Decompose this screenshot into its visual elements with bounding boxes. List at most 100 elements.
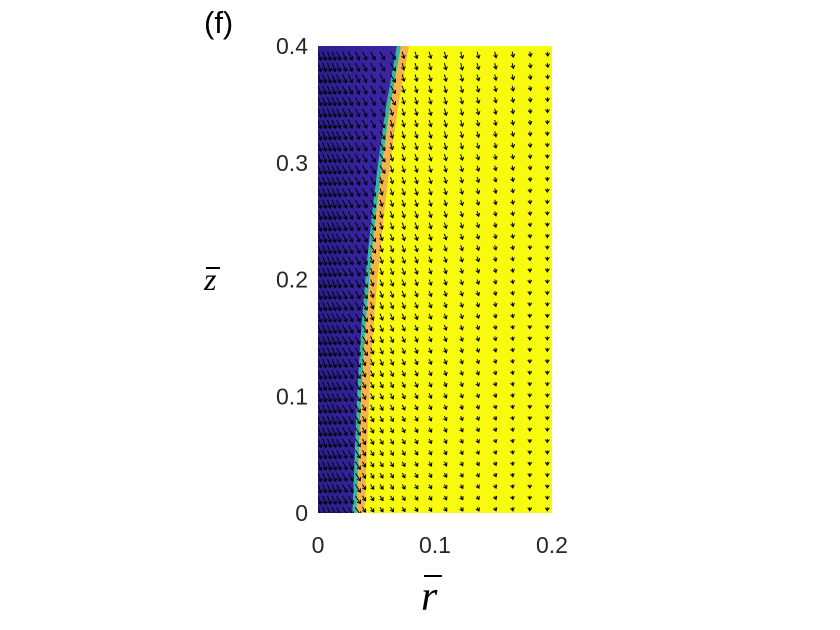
- quiver-arrow: [414, 313, 419, 321]
- quiver-arrow: [459, 324, 464, 331]
- quiver-arrow: [347, 495, 354, 505]
- quiver-arrow: [428, 484, 433, 490]
- quiver-arrow: [370, 279, 375, 287]
- quiver-arrow: [347, 472, 354, 482]
- quiver-arrow: [362, 279, 368, 288]
- quiver-arrow: [492, 495, 498, 501]
- quiver-arrow: [336, 256, 342, 266]
- quiver-arrow: [428, 404, 433, 411]
- quiver-arrow: [322, 62, 328, 73]
- quiver-arrow: [347, 507, 354, 513]
- quiver-arrow: [492, 359, 498, 365]
- quiver-arrow: [347, 131, 354, 141]
- quiver-arrow: [527, 108, 533, 114]
- quiver-arrow: [370, 381, 375, 389]
- quiver-arrow: [428, 415, 433, 422]
- quiver-arrow: [443, 142, 448, 151]
- quiver-arrow: [510, 97, 516, 104]
- quiver-arrow: [492, 450, 498, 455]
- quiver-arrow: [492, 484, 498, 489]
- quiver-arrow: [322, 302, 328, 312]
- quiver-arrow: [331, 51, 337, 61]
- quiver-arrow: [318, 472, 323, 483]
- quiver-arrow: [370, 108, 376, 118]
- quiver-arrow: [389, 108, 395, 117]
- quiver-arrow: [370, 119, 376, 129]
- quiver-arrow: [354, 404, 361, 414]
- quiver-arrow: [342, 370, 348, 380]
- quiver-arrow: [342, 461, 348, 471]
- quiver-arrow: [379, 211, 384, 219]
- quiver-arrow: [443, 165, 448, 173]
- quiver-arrow: [492, 131, 498, 138]
- quiver-arrow: [347, 347, 354, 357]
- quiver-arrow: [413, 97, 419, 105]
- quiver-arrow: [389, 279, 395, 287]
- quiver-arrow: [326, 85, 332, 96]
- quiver-arrow: [414, 450, 419, 456]
- quiver-arrow: [354, 324, 361, 334]
- quiver-arrow: [354, 438, 361, 448]
- quiver-arrow: [379, 256, 384, 265]
- quiver-arrow: [527, 97, 533, 103]
- quiver-arrow: [475, 324, 481, 331]
- quiver-arrow: [326, 507, 332, 513]
- quiver-arrow: [322, 51, 328, 61]
- quiver-arrow: [389, 131, 395, 139]
- quiver-arrow: [379, 245, 384, 253]
- quiver-arrow: [362, 176, 368, 186]
- quiver-arrow: [389, 495, 394, 502]
- quiver-arrow: [443, 324, 448, 331]
- quiver-arrow: [401, 438, 406, 445]
- quiver-arrow: [370, 393, 375, 401]
- quiver-arrow: [318, 290, 323, 301]
- quiver-arrow: [318, 324, 323, 335]
- quiver-arrow: [370, 427, 375, 434]
- quiver-arrow: [475, 199, 481, 206]
- quiver-arrow: [347, 199, 354, 209]
- quiver-arrow: [342, 199, 348, 209]
- quiver-arrow: [379, 188, 384, 196]
- quiver-arrow: [510, 85, 516, 92]
- quiver-arrow: [370, 347, 375, 355]
- quiver-arrow: [443, 370, 448, 377]
- quiver-arrow: [318, 393, 323, 403]
- quiver-arrow: [379, 108, 386, 118]
- quiver-arrow: [510, 245, 515, 251]
- quiver-arrow: [544, 290, 550, 296]
- quiver-arrow: [475, 495, 480, 501]
- quiver-arrow: [331, 119, 337, 130]
- quiver-arrow: [428, 290, 433, 298]
- quiver-arrow: [322, 313, 328, 323]
- quiver-arrow: [336, 108, 342, 118]
- quiver-arrow: [544, 370, 550, 376]
- quiver-arrow: [527, 439, 533, 444]
- quiver-arrow: [389, 381, 395, 389]
- quiver-arrow: [475, 438, 480, 444]
- quiver-arrow: [347, 290, 354, 300]
- quiver-arrow: [459, 484, 464, 490]
- quiver-arrow: [443, 176, 448, 185]
- quiver-arrow: [459, 495, 464, 501]
- quiver-arrow: [331, 131, 337, 141]
- quiver-arrow: [475, 165, 481, 172]
- quiver-arrow: [336, 336, 342, 346]
- quiver-arrow: [379, 165, 386, 174]
- quiver-arrow: [414, 188, 419, 196]
- quiver-arrow: [443, 188, 448, 196]
- quiver-arrow: [342, 484, 348, 494]
- quiver-arrow: [510, 233, 515, 239]
- quiver-arrow: [527, 131, 533, 137]
- quiver-arrow: [322, 85, 328, 96]
- quiver-arrow: [379, 336, 384, 344]
- quiver-arrow: [331, 381, 337, 392]
- quiver-arrow: [331, 176, 337, 187]
- quiver-arrow: [342, 119, 348, 130]
- quiver-arrow: [318, 495, 323, 506]
- quiver-arrow: [370, 153, 376, 163]
- quiver-arrow: [510, 404, 515, 410]
- quiver-arrow: [336, 427, 342, 437]
- quiver-arrow: [322, 222, 328, 232]
- quiver-arrow: [342, 324, 348, 334]
- quiver-arrow: [336, 74, 342, 84]
